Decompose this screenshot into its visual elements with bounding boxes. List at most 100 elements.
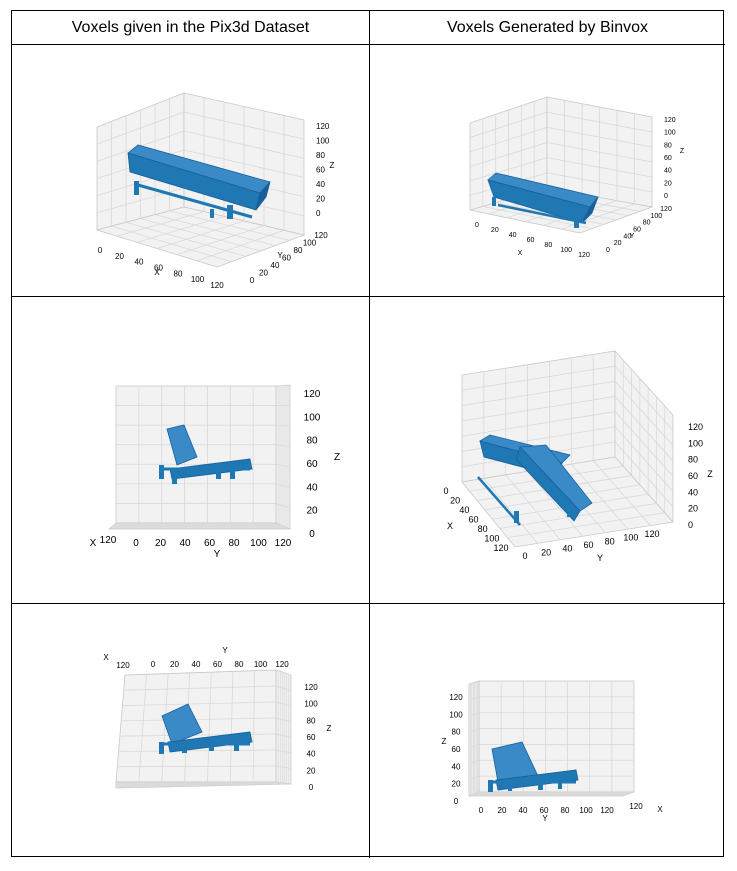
leg — [492, 197, 496, 206]
y-tick: 120 — [314, 231, 328, 240]
back-gridline — [123, 685, 277, 691]
z-tick: 80 — [306, 436, 318, 447]
back-right-gridline — [614, 396, 674, 462]
leg — [227, 205, 233, 219]
side-gridline — [275, 765, 292, 769]
x-axis-label: X — [103, 653, 109, 662]
back-right-gridline — [614, 426, 674, 492]
z-tick: 40 — [307, 750, 316, 759]
leg — [216, 469, 221, 479]
x-tick: 80 — [544, 242, 552, 249]
x-tick: 0 — [443, 486, 448, 496]
z-tick: 120 — [688, 422, 703, 432]
y-tick: 60 — [583, 540, 593, 550]
back-gridline — [138, 674, 147, 783]
x-tick: 20 — [491, 227, 499, 234]
x-tick: 120 — [100, 535, 117, 546]
y-tick: 0 — [151, 660, 156, 669]
back-gridline — [252, 670, 255, 783]
y-tick: 20 — [498, 806, 507, 815]
back-gridline — [121, 717, 277, 722]
x-tick: 40 — [135, 258, 144, 267]
floor-gridline — [600, 791, 612, 797]
y-tick: 20 — [259, 269, 268, 278]
z-tick: 120 — [304, 683, 318, 692]
x-tick: 0 — [98, 246, 103, 255]
floor-gridline — [115, 783, 287, 787]
y-tick: 120 — [600, 806, 614, 815]
plot-dataset-view-3: 0 20 40 60 80 100 120 0 20 40 60 80 100 120 120 X Y Z — [103, 646, 331, 792]
y-tick: 120 — [660, 206, 672, 213]
floor-gridline — [115, 782, 285, 786]
z-tick: 40 — [688, 487, 698, 497]
leg — [159, 742, 164, 754]
z-tick: 100 — [304, 412, 321, 423]
back-gridline — [122, 701, 277, 706]
seat-end — [255, 181, 271, 211]
x-tick: 120 — [493, 543, 508, 553]
header-binvox-label: Voxels Generated by Binvox — [446, 18, 648, 36]
x-tick: 60 — [527, 237, 535, 244]
z-tick: 80 — [664, 142, 672, 149]
floor-gridline — [561, 203, 635, 230]
z-tick: 80 — [452, 728, 461, 737]
y-tick: 0 — [250, 276, 255, 285]
y-tick: 80 — [561, 806, 570, 815]
y-tick: 120 — [275, 660, 289, 669]
z-tick: 20 — [452, 780, 461, 789]
floor-gridline — [499, 503, 657, 529]
z-tick: 60 — [306, 459, 318, 470]
floor-gridline — [115, 782, 283, 785]
z-axis-label: Z — [707, 469, 713, 479]
y-axis-label: Y — [222, 646, 228, 655]
comparison-table: Voxels given in the Pix3d Dataset Voxels… — [11, 10, 725, 858]
z-tick: 60 — [688, 471, 698, 481]
side-gridline — [468, 775, 480, 781]
back-right-gridline — [614, 441, 674, 507]
y-tick: 40 — [192, 660, 201, 669]
leg — [567, 507, 572, 517]
z-tick: 20 — [316, 195, 325, 204]
leg — [182, 744, 187, 753]
x-axis-label: X — [447, 521, 453, 531]
x-tick: 60 — [468, 515, 478, 525]
y-tick: 40 — [623, 233, 631, 240]
leg — [538, 780, 543, 790]
z-tick: 80 — [316, 151, 325, 160]
leg — [172, 473, 177, 484]
y-tick: 20 — [170, 660, 179, 669]
z-tick: 0 — [316, 209, 321, 218]
x-tick: 80 — [478, 524, 488, 534]
y-tick: 0 — [522, 551, 527, 561]
header-dataset: Voxels given in the Pix3d Dataset — [12, 11, 369, 44]
y-tick: 60 — [540, 806, 549, 815]
cell-dataset-view-1: 0 20 40 60 80 100 120 0 20 40 60 80 100 120 0 20 40 60 80 1… — [12, 45, 369, 296]
header-binvox: Voxels Generated by Binvox — [370, 11, 725, 44]
z-tick: 0 — [688, 520, 693, 530]
row-divider-2 — [12, 603, 725, 604]
x-tick: 80 — [174, 269, 183, 278]
y-tick: 0 — [479, 806, 484, 815]
back-right-gridline — [546, 172, 653, 193]
y-tick: 20 — [155, 538, 167, 549]
back-right-gridline — [614, 381, 674, 446]
plot-dataset-view-1: 0204060801001200204060801001200204060801… — [95, 92, 335, 290]
y-axis-label: Y — [597, 553, 603, 563]
leg — [159, 465, 164, 479]
seat — [495, 769, 579, 791]
z-tick: 80 — [688, 455, 698, 465]
floor-gridline — [570, 463, 629, 530]
y-axis-label: Y — [214, 549, 221, 560]
floor-gridline — [505, 474, 561, 541]
x-tick: 40 — [459, 505, 469, 515]
z-tick: 40 — [664, 168, 672, 175]
y-tick: 40 — [179, 538, 191, 549]
y-tick: 100 — [623, 533, 638, 543]
y-tick: 20 — [541, 547, 551, 557]
z-axis-label: Z — [442, 737, 447, 746]
cell-dataset-view-3: 0 20 40 60 80 100 120 0 20 40 60 80 100 120 120 X Y Z — [12, 604, 369, 857]
z-tick: 60 — [316, 166, 325, 175]
x-axis-label: X — [90, 538, 97, 549]
back-gridline — [161, 673, 169, 783]
leg — [514, 511, 519, 523]
